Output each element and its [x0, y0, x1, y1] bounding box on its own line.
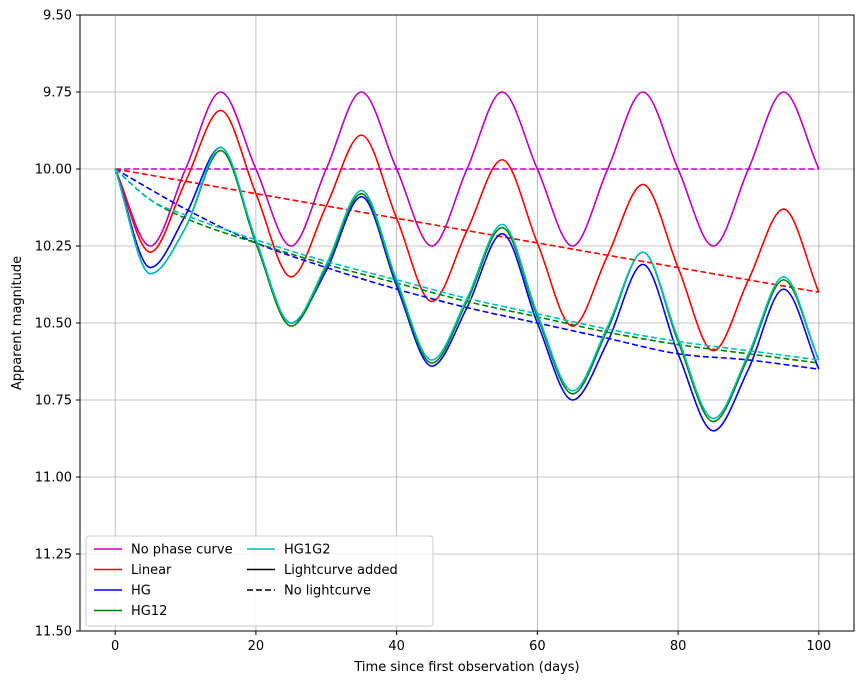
- series-line-6-solid: [114, 149, 820, 423]
- legend-label: Linear: [131, 563, 172, 578]
- x-tick-label: 0: [111, 639, 119, 654]
- legend-label: Lightcurve added: [284, 563, 398, 578]
- legend-label: HG: [131, 584, 151, 599]
- legend: No phase curve Linear HG HG12 HG1G2 Lightcurv…: [85, 535, 434, 627]
- series-line-9-dashed: [114, 168, 819, 361]
- y-tick-label: 11.00: [35, 471, 72, 486]
- series-line-4-solid: [114, 146, 820, 432]
- y-tick-label: 9.75: [43, 86, 72, 101]
- series-line-5-dashed: [114, 168, 819, 370]
- legend-label: HG12: [131, 604, 167, 619]
- series-line-3-dashed: [115, 168, 819, 293]
- y-tick-label: 10.50: [35, 317, 72, 332]
- y-tick-label: 11.50: [35, 625, 72, 640]
- legend-label: No phase curve: [131, 543, 233, 558]
- y-tick-label: 10.75: [35, 394, 72, 409]
- y-tick-label: 10.00: [35, 163, 72, 178]
- y-tick-label: 11.25: [35, 548, 72, 563]
- x-tick-label: 40: [388, 639, 405, 654]
- axis-ticks: 0 20 40 60 80 100 9.50 9.75 10.00 10.25 10.50 10.75…: [35, 9, 831, 655]
- legend-label: No lightcurve: [284, 584, 371, 599]
- x-tick-label: 60: [529, 639, 546, 654]
- plot-lines: [114, 91, 820, 432]
- legend-label: HG1G2: [284, 543, 330, 558]
- series-line-7-dashed: [114, 168, 819, 364]
- y-tick-label: 9.50: [43, 9, 72, 24]
- series-line-2-solid: [114, 109, 820, 352]
- grid: [80, 14, 854, 632]
- series-line-8-solid: [114, 146, 820, 420]
- legend-box: [85, 535, 434, 627]
- x-tick-label: 100: [806, 639, 831, 654]
- x-tick-label: 80: [670, 639, 687, 654]
- y-tick-label: 10.25: [35, 240, 72, 255]
- x-axis-label: Time since first observation (days): [353, 660, 579, 675]
- x-tick-label: 20: [248, 639, 265, 654]
- y-axis-label: Apparent magnitude: [10, 256, 25, 390]
